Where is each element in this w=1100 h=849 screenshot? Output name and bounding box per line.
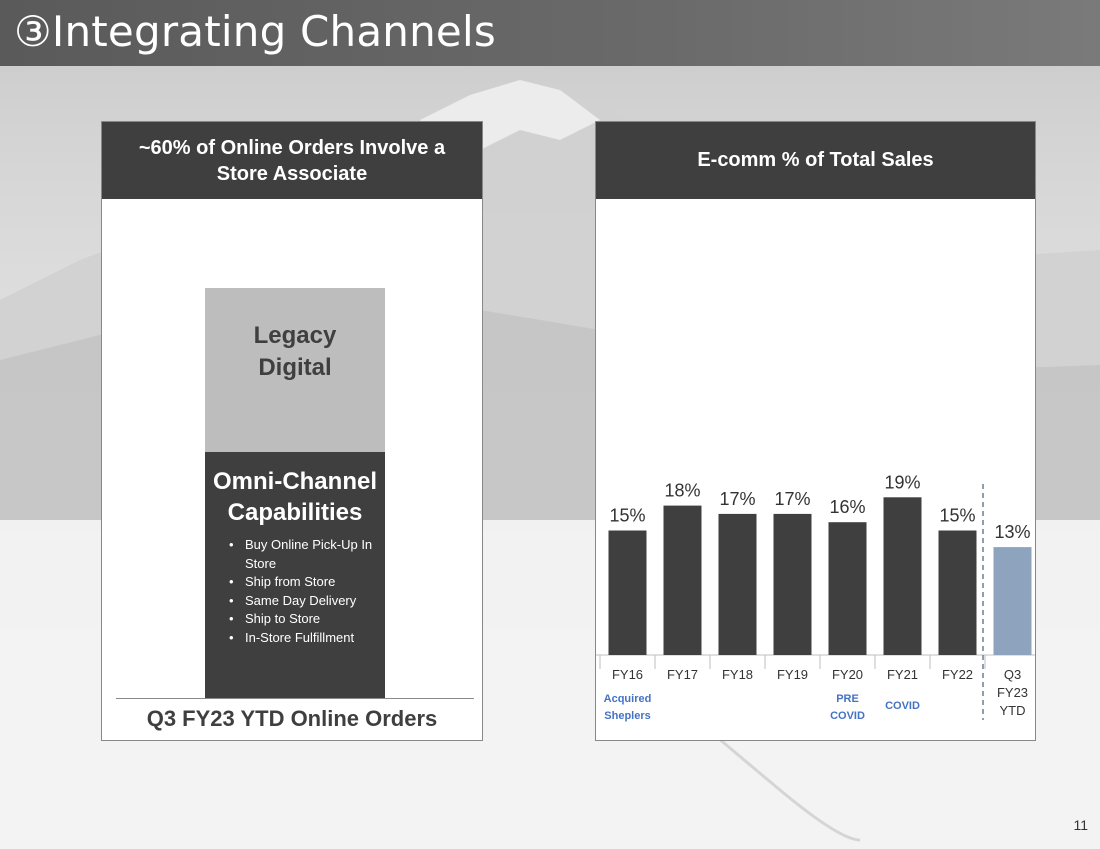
stack-baseline [116, 698, 474, 699]
data-label: 15% [609, 506, 645, 526]
slide-title-bar: ③Integrating Channels [0, 0, 1100, 66]
category-label: FY23 [997, 685, 1028, 700]
bar [663, 505, 702, 655]
category-label: FY20 [832, 667, 863, 682]
annotation-label: COVID [830, 710, 865, 722]
bar [718, 513, 757, 655]
bullet-icon: • [229, 574, 234, 589]
page-number: 11 [1073, 817, 1088, 833]
bullet-icon: • [229, 611, 234, 626]
capability-item: • Buy Online Pick-Up In Store [229, 536, 385, 573]
slide-title: ③Integrating Channels [14, 7, 496, 56]
data-label: 19% [884, 472, 920, 492]
category-label: FY18 [722, 667, 753, 682]
capability-item: • In-Store Fulfillment [229, 629, 385, 648]
capability-item: • Ship to Store [229, 610, 385, 629]
annotation-label: COVID [885, 700, 920, 712]
category-label: FY17 [667, 667, 698, 682]
category-label: FY19 [777, 667, 808, 682]
category-label: FY22 [942, 667, 973, 682]
capability-text: Buy Online Pick-Up In Store [245, 537, 373, 571]
online-orders-header: ~60% of Online Orders Involve a Store As… [102, 122, 482, 199]
bullet-icon: • [229, 629, 234, 645]
capability-text: Same Day Delivery [245, 592, 357, 608]
capabilities-list: • Buy Online Pick-Up In Store • Ship from S… [205, 536, 385, 647]
ecomm-bar-chart: 15% FY16 18% FY17 17% FY18 17% FY19 16% FY20 19% FY… [596, 472, 1035, 722]
data-label: 15% [939, 506, 975, 526]
bullet-icon: • [229, 537, 234, 552]
ecomm-sales-header: E-comm % of Total Sales [596, 122, 1035, 199]
ecomm-sales-panel: E-comm % of Total Sales 15% FY16 18% FY17 17… [595, 121, 1036, 741]
capability-item: • Same Day Delivery [229, 592, 385, 611]
data-label: 18% [664, 481, 700, 501]
category-label: YTD [1000, 703, 1026, 718]
capability-text: Ship from Store [245, 574, 336, 589]
omni-channel-block: Omni-Channel Capabilities • Buy Online Pi… [205, 452, 385, 698]
data-label: 17% [774, 489, 810, 509]
annotation-label: Sheplers [604, 710, 650, 722]
category-label: FY21 [887, 667, 918, 682]
bar [828, 522, 867, 655]
data-label: 17% [719, 489, 755, 509]
annotation-label: Acquired [604, 693, 652, 705]
data-label: 16% [829, 497, 865, 517]
bullet-icon: • [229, 592, 234, 608]
bar [938, 530, 977, 655]
online-orders-panel: ~60% of Online Orders Involve a Store As… [101, 121, 483, 741]
category-label: Q3 [1004, 667, 1021, 682]
capability-item: • Ship from Store [229, 573, 385, 592]
bar [773, 513, 812, 655]
bar [608, 530, 647, 655]
bar [883, 497, 922, 655]
capability-text: Ship to Store [245, 611, 321, 626]
legacy-digital-label: Legacy Digital [253, 322, 337, 381]
annotation-label: PRE [836, 693, 859, 705]
omni-channel-title: Omni-Channel Capabilities [212, 468, 377, 526]
data-label: 13% [994, 522, 1030, 542]
capability-text: In-Store Fulfillment [245, 629, 355, 645]
online-orders-footer: Q3 FY23 YTD Online Orders [146, 706, 438, 731]
bar [993, 547, 1032, 655]
legacy-digital-block: Legacy Digital [205, 288, 385, 452]
category-label: FY16 [612, 667, 643, 682]
